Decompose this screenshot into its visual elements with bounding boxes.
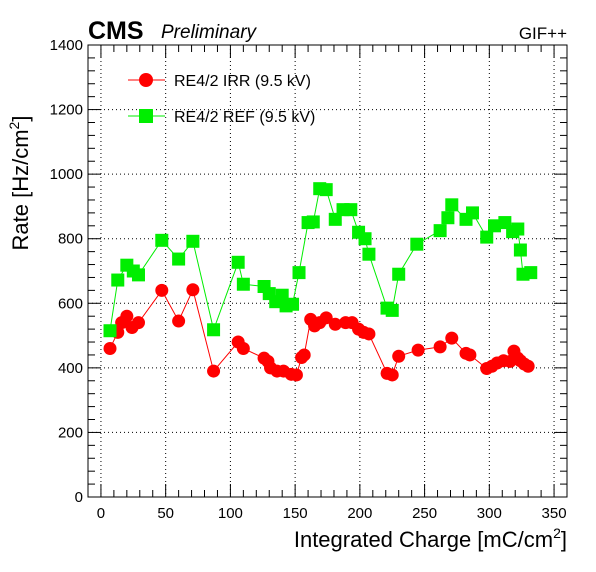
data-point (480, 231, 493, 244)
data-point (237, 278, 250, 291)
legend-label-ref: RE4/2 REF (9.5 kV) (174, 109, 315, 126)
data-point (522, 360, 535, 373)
y-tick-label: 800 (58, 231, 83, 248)
data-point (186, 283, 199, 296)
y-tick-label: 1400 (50, 37, 83, 54)
x-tick-label: 300 (477, 505, 502, 522)
data-point (463, 348, 476, 361)
data-point (392, 268, 405, 281)
series-1 (104, 182, 538, 337)
status-label: Preliminary (161, 22, 258, 43)
data-point (286, 298, 299, 311)
data-point (441, 211, 454, 224)
data-point (132, 316, 145, 329)
data-point (514, 244, 527, 257)
data-point (362, 327, 375, 340)
data-point (445, 332, 458, 345)
data-point (207, 323, 220, 336)
data-point (120, 310, 133, 323)
data-point (307, 215, 320, 228)
y-tick-label: 1200 (50, 102, 83, 119)
experiment-label: CMS (88, 17, 144, 45)
data-point (207, 365, 220, 378)
legend: RE4/2 IRR (9.5 kV) RE4/2 REF (9.5 kV) (128, 73, 315, 126)
legend-marker-ref (139, 109, 153, 123)
data-point (466, 206, 479, 219)
legend-marker-irr (139, 73, 153, 87)
data-point (412, 344, 425, 357)
data-point (186, 235, 199, 248)
data-point (410, 238, 423, 251)
data-point (298, 348, 311, 361)
data-point (155, 234, 168, 247)
data-point (172, 253, 185, 266)
data-point (237, 342, 250, 355)
data-point (132, 268, 145, 281)
data-point (386, 368, 399, 381)
x-tick-labels: 0 50 100 150 200 250 300 350 (97, 505, 567, 522)
x-tick-label: 0 (97, 505, 105, 522)
legend-entry-ref: RE4/2 REF (9.5 kV) (128, 109, 315, 126)
data-point (232, 256, 245, 269)
x-tick-label: 350 (542, 505, 567, 522)
data-point (434, 340, 447, 353)
x-axis-title: Integrated Charge [mC/cm2] (294, 525, 567, 552)
data-point (293, 266, 306, 279)
data-point (172, 315, 185, 328)
x-tick-label: 50 (157, 505, 174, 522)
y-tick-labels: 0 200 400 600 800 1000 1200 1400 (50, 37, 83, 506)
data-point (392, 350, 405, 363)
y-tick-label: 200 (58, 424, 83, 441)
legend-label-irr: RE4/2 IRR (9.5 kV) (174, 73, 311, 90)
data-point (104, 324, 117, 337)
data-point (155, 284, 168, 297)
x-tick-label: 250 (412, 505, 437, 522)
series-line (110, 290, 528, 375)
x-tick-label: 200 (347, 505, 372, 522)
plot-frame (88, 45, 567, 497)
grid-lines (88, 45, 567, 497)
facility-label: GIF++ (519, 24, 567, 43)
x-tick-label: 100 (218, 505, 243, 522)
y-tick-label: 400 (58, 360, 83, 377)
y-axis-title: Rate [Hz/cm2] (6, 116, 33, 251)
data-point (362, 248, 375, 261)
data-point (445, 198, 458, 211)
data-point (359, 232, 372, 245)
y-tick-label: 0 (75, 489, 83, 506)
y-tick-label: 600 (58, 295, 83, 312)
data-point (104, 342, 117, 355)
x-tick-label: 150 (283, 505, 308, 522)
series-0 (104, 283, 535, 381)
data-point (111, 274, 124, 287)
data-point (386, 304, 399, 317)
data-point (434, 224, 447, 237)
data-point (290, 368, 303, 381)
series-layer (104, 182, 538, 381)
data-point (511, 223, 524, 236)
data-point (524, 266, 537, 279)
y-tick-label: 1000 (50, 166, 83, 183)
data-point (344, 203, 357, 216)
data-point (320, 183, 333, 196)
legend-entry-irr: RE4/2 IRR (9.5 kV) (128, 73, 311, 90)
axis-ticks (88, 45, 567, 497)
